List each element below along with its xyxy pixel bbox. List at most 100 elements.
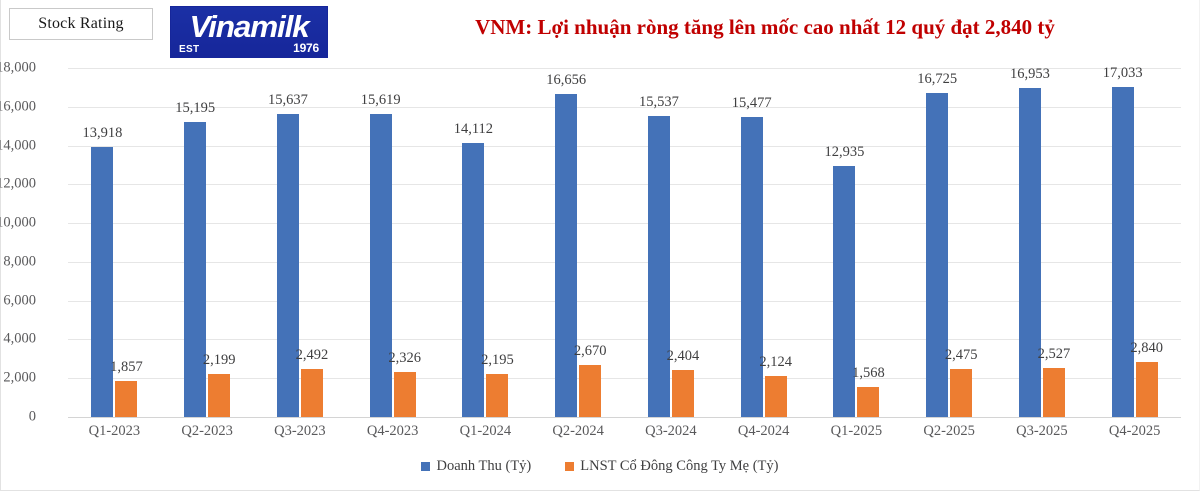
- bar[interactable]: [208, 374, 231, 417]
- bar-value-label: 16,725: [917, 70, 958, 87]
- stock-rating-badge[interactable]: Stock Rating: [9, 8, 153, 40]
- logo-year-label: 1976: [293, 41, 319, 55]
- bar-value-label: 15,477: [731, 94, 772, 111]
- bar-value-label: 2,199: [202, 352, 236, 369]
- bar-value-label: 2,475: [944, 347, 978, 363]
- bar[interactable]: [1135, 361, 1158, 417]
- vinamilk-logo: Vinamilk EST 1976: [170, 6, 328, 58]
- y-axis-tick-label: 8,000: [3, 253, 36, 270]
- bar-value-label: 15,637: [267, 91, 308, 108]
- bar-value-label: 16,656: [546, 72, 587, 89]
- x-axis-tick-label: Q2-2023: [181, 423, 233, 439]
- bar-value-label: 2,326: [388, 349, 421, 366]
- gridline: [68, 145, 1181, 147]
- bar[interactable]: [184, 122, 207, 417]
- bar[interactable]: [950, 369, 973, 417]
- bar[interactable]: [1111, 86, 1134, 417]
- bar-value-label: 2,527: [1037, 346, 1071, 362]
- legend-item[interactable]: Doanh Thu (Tỷ): [421, 458, 531, 475]
- bar-group: 17,033 2,840: [1088, 64, 1181, 417]
- x-axis-tick-label: Q3-2025: [1016, 423, 1068, 439]
- gridline: [68, 68, 1181, 69]
- bar-value-label: 1,568: [852, 364, 885, 381]
- bar[interactable]: [555, 94, 578, 417]
- bar[interactable]: [671, 370, 694, 417]
- bar-value-label: 2,670: [573, 343, 607, 360]
- bar[interactable]: [857, 386, 880, 417]
- bar[interactable]: [833, 166, 856, 417]
- bar[interactable]: [926, 92, 949, 417]
- bar-group: 16,725 2,475: [903, 68, 996, 417]
- bar[interactable]: [1042, 368, 1065, 417]
- legend-label: LNST Cổ Đông Công Ty Mẹ (Tỷ): [580, 458, 779, 474]
- y-axis-tick-label: 0: [28, 408, 36, 425]
- bar[interactable]: [1018, 88, 1041, 417]
- bar[interactable]: [647, 115, 670, 417]
- bar-value-label: 2,195: [481, 352, 514, 369]
- legend-swatch-icon: [565, 462, 575, 471]
- bar[interactable]: [393, 371, 416, 417]
- chart-legend: Doanh Thu (Tỷ) LNST Cổ Đông Công Ty Mẹ (T…: [1, 458, 1199, 475]
- bar-value-label: 2,492: [295, 346, 329, 363]
- x-axis-line: [68, 417, 1181, 418]
- bar-group: 12,935 1,568: [810, 68, 903, 417]
- bar-value-label: 15,537: [638, 93, 679, 110]
- bar-value-label: 16,953: [1009, 66, 1050, 83]
- bar-groups: 13,918 1,857 15,195 2,199 15,637 2,492 15,619 2…: [68, 64, 1181, 417]
- bar[interactable]: [115, 381, 138, 417]
- bar[interactable]: [300, 368, 323, 417]
- bar[interactable]: [462, 143, 485, 417]
- bar-group: 14,112 2,195: [439, 68, 532, 417]
- bar-value-label: 13,918: [82, 125, 123, 142]
- bar-group: 15,195 2,199: [161, 68, 254, 417]
- gridline: [68, 300, 1181, 302]
- x-axis-tick-label: Q4-2025: [1108, 423, 1161, 439]
- x-axis-tick-label: Q4-2024: [737, 423, 790, 439]
- bar[interactable]: [579, 365, 602, 417]
- bar-group: 15,637 2,492: [254, 68, 347, 417]
- x-axis-tick-label: Q4-2023: [366, 423, 419, 439]
- x-axis-tick-label: Q3-2024: [645, 423, 697, 439]
- legend-item[interactable]: LNST Cổ Đông Công Ty Mẹ (Tỷ): [565, 458, 779, 475]
- bar-value-label: 15,195: [175, 100, 216, 117]
- bar-group: 15,477 2,124: [717, 68, 810, 417]
- y-axis-tick-label: 2,000: [3, 369, 36, 386]
- bar[interactable]: [369, 114, 392, 417]
- bar[interactable]: [91, 147, 114, 417]
- bar-value-label: 2,124: [759, 353, 792, 370]
- y-axis-tick-label: 12,000: [0, 175, 36, 192]
- x-axis-tick-label: Q1-2023: [88, 423, 141, 439]
- chart-plot-area: 18,000 16,000 14,000 12,000 10,000 8,000 6,000…: [0, 60, 1181, 439]
- bar-value-label: 1,857: [110, 358, 143, 375]
- y-axis-tick-label: 16,000: [0, 98, 36, 115]
- y-axis-tick-label: 10,000: [0, 214, 36, 231]
- gridline: [68, 261, 1181, 263]
- bar-group: 16,953 2,527: [996, 66, 1089, 417]
- logo-wordmark: Vinamilk: [189, 9, 309, 44]
- bar[interactable]: [740, 116, 763, 417]
- bar-value-label: 2,404: [666, 348, 700, 365]
- bar-group: 16,656 2,670: [532, 68, 625, 417]
- bar-group: 13,918 1,857: [68, 68, 161, 417]
- stock-rating-label: Stock Rating: [38, 15, 124, 32]
- x-axis-tick-label: Q3-2023: [274, 423, 326, 439]
- gridline: [68, 223, 1181, 225]
- x-axis-tick-label: Q2-2025: [923, 423, 975, 439]
- chart-title: VNM: Lợi nhuận ròng tăng lên mốc cao nhấ…: [475, 15, 1055, 39]
- gridline: [68, 184, 1181, 186]
- legend-label: Doanh Thu (Tỷ): [436, 458, 532, 474]
- bar[interactable]: [276, 113, 299, 417]
- bar-value-label: 14,112: [453, 121, 494, 138]
- x-axis-tick-label: Q1-2024: [459, 423, 512, 439]
- gridline: [68, 378, 1181, 380]
- x-axis-tick-label: Q2-2024: [552, 423, 604, 439]
- bar[interactable]: [764, 375, 787, 417]
- y-axis-tick-label: 14,000: [0, 137, 36, 154]
- bar[interactable]: [486, 374, 509, 417]
- logo-est-label: EST: [179, 44, 200, 55]
- bar-group: 15,619 2,326: [346, 68, 439, 417]
- bar-value-label: 15,619: [360, 92, 401, 109]
- bar-value-label: 17,033: [1102, 64, 1143, 81]
- bar-value-label: 2,840: [1130, 339, 1163, 356]
